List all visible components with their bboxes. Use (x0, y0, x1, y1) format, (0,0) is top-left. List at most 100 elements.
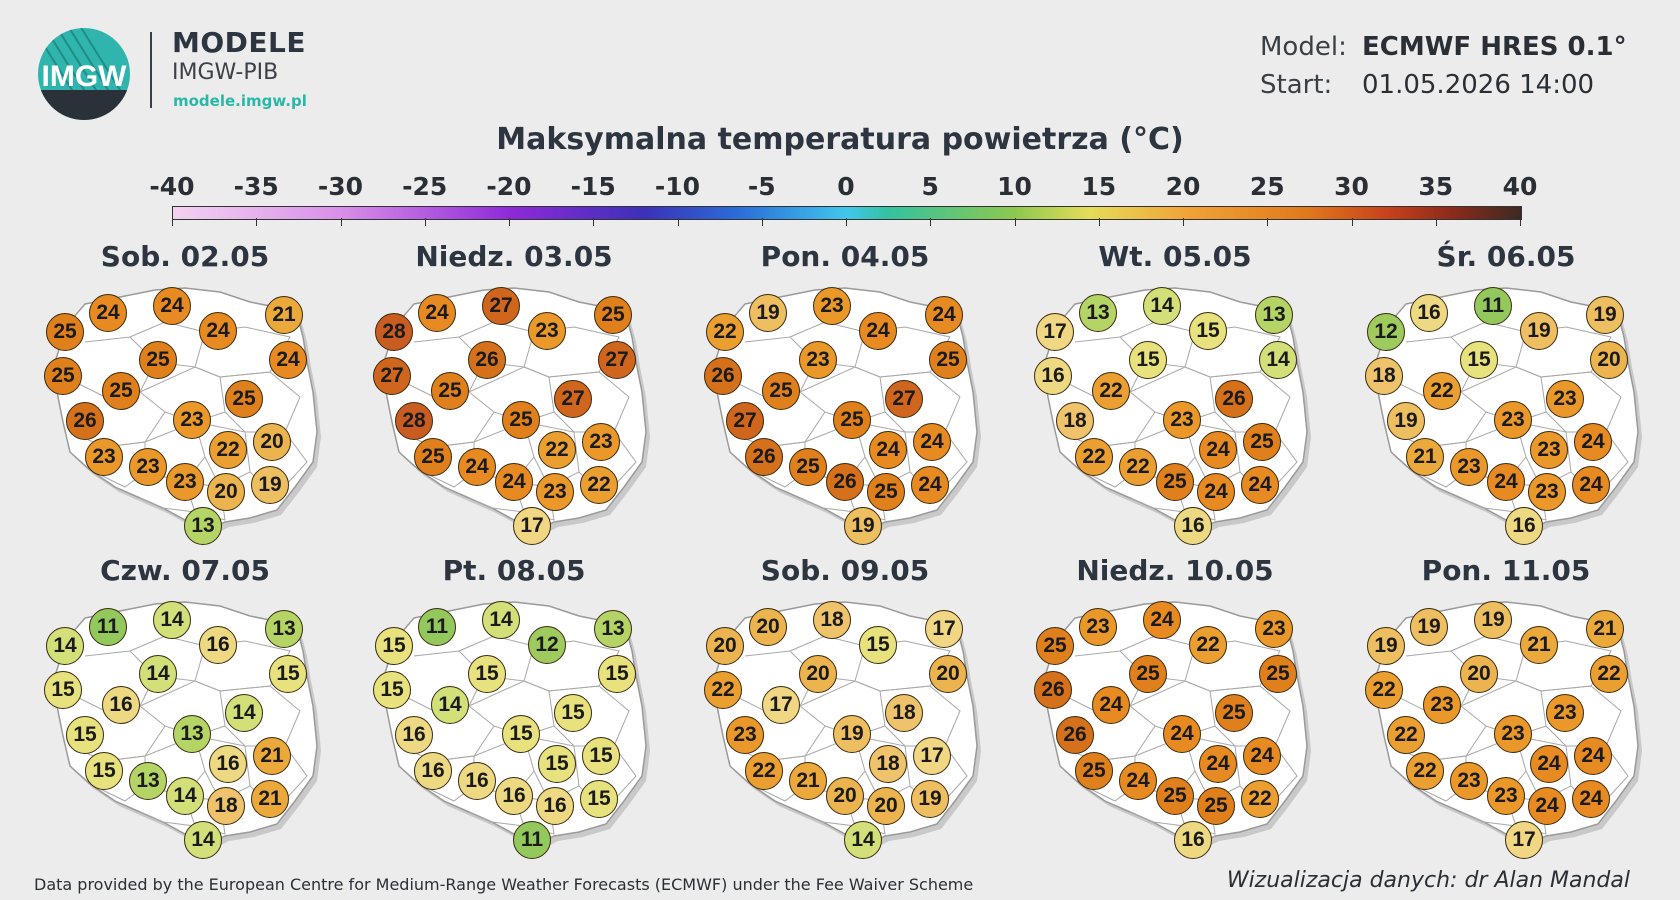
temperature-marker: 26 (1056, 716, 1094, 754)
temperature-marker: 15 (859, 626, 897, 664)
temperature-marker: 23 (536, 473, 574, 511)
temperature-marker: 26 (745, 438, 783, 476)
temperature-marker: 16 (199, 626, 237, 664)
temperature-marker: 15 (373, 671, 411, 709)
temperature-marker: 15 (1460, 341, 1498, 379)
color-scale-tick (340, 218, 342, 226)
temperature-marker: 23 (1163, 401, 1201, 439)
color-scale-label: -30 (317, 172, 364, 201)
temperature-marker: 27 (726, 402, 764, 440)
temperature-marker: 14 (184, 821, 222, 859)
model-value: ECMWF HRES 0.1° (1362, 32, 1627, 62)
temperature-marker: 19 (1387, 402, 1425, 440)
temperature-marker: 14 (844, 821, 882, 859)
temperature-marker: 25 (762, 372, 800, 410)
temperature-marker: 20 (706, 627, 744, 665)
temperature-marker: 25 (44, 357, 82, 395)
color-scale-tick (1351, 218, 1353, 226)
temperature-marker: 22 (1423, 372, 1461, 410)
temperature-marker: 22 (1365, 671, 1403, 709)
temperature-marker: 16 (495, 777, 533, 815)
province-border (548, 371, 630, 433)
temperature-marker: 16 (1505, 507, 1543, 545)
temperature-marker: 23 (1546, 694, 1584, 732)
temperature-marker: 23 (1255, 610, 1293, 648)
color-scale-tick (761, 218, 763, 226)
temperature-marker: 23 (582, 423, 620, 461)
temperature-marker: 15 (85, 752, 123, 790)
temperature-marker: 14 (1143, 287, 1181, 325)
temperature-marker: 24 (418, 294, 456, 332)
color-scale-label: -25 (402, 172, 448, 201)
temperature-marker: 22 (704, 671, 742, 709)
temperature-marker: 21 (1520, 626, 1558, 664)
temperature-marker: 22 (538, 431, 576, 469)
temperature-marker: 24 (1574, 737, 1612, 775)
temperature-marker: 20 (826, 777, 864, 815)
temperature-marker: 25 (1215, 694, 1253, 732)
temperature-marker: 16 (102, 686, 140, 724)
color-scale-label: 10 (997, 172, 1032, 201)
temperature-marker: 27 (598, 341, 636, 379)
temperature-marker: 15 (468, 655, 506, 693)
temperature-marker: 24 (89, 294, 127, 332)
temperature-marker: 26 (826, 463, 864, 501)
temperature-marker: 12 (528, 626, 566, 664)
data-credit: Data provided by the European Centre for… (34, 875, 974, 894)
temperature-marker: 22 (745, 752, 783, 790)
temperature-marker: 23 (1546, 380, 1584, 418)
province-border (1540, 685, 1622, 747)
temperature-marker: 25 (225, 380, 263, 418)
temperature-marker: 13 (129, 762, 167, 800)
temperature-marker: 20 (867, 787, 905, 825)
visualization-author: Wizualizacja danych: dr Alan Mandal (1226, 868, 1630, 893)
temperature-marker: 21 (251, 780, 289, 818)
temperature-marker: 24 (1572, 466, 1610, 504)
color-scale-tick (930, 218, 932, 226)
color-scale-bar (172, 206, 1522, 220)
province-border (219, 685, 301, 747)
temperature-marker: 23 (1494, 715, 1532, 753)
temperature-marker: 23 (1079, 608, 1117, 646)
brand-url-link[interactable]: modele.imgw.pl (173, 92, 307, 110)
temperature-marker: 15 (598, 655, 636, 693)
temperature-marker: 15 (538, 745, 576, 783)
temperature-marker: 24 (1528, 787, 1566, 825)
temperature-marker: 15 (580, 780, 618, 818)
temperature-marker: 24 (199, 312, 237, 350)
temperature-marker: 23 (173, 401, 211, 439)
temperature-marker: 24 (1143, 601, 1181, 639)
temperature-marker: 23 (1423, 686, 1461, 724)
temperature-marker: 24 (1530, 745, 1568, 783)
temperature-marker: 25 (789, 448, 827, 486)
temperature-marker: 19 (251, 466, 289, 504)
temperature-marker: 17 (762, 686, 800, 724)
color-scale-label: 30 (1334, 172, 1369, 201)
temperature-marker: 15 (44, 671, 82, 709)
temperature-marker: 25 (139, 341, 177, 379)
temperature-marker: 20 (207, 473, 245, 511)
temperature-marker: 17 (913, 737, 951, 775)
temperature-marker: 16 (1174, 821, 1212, 859)
temperature-marker: 23 (166, 463, 204, 501)
temperature-marker: 24 (913, 423, 951, 461)
color-scale-tick (1520, 218, 1521, 226)
temperature-marker: 14 (1259, 341, 1297, 379)
temperature-marker: 14 (139, 655, 177, 693)
temperature-marker: 24 (1199, 431, 1237, 469)
color-scale-tick (593, 218, 595, 226)
temperature-marker: 22 (1241, 780, 1279, 818)
temperature-marker: 24 (1243, 737, 1281, 775)
province-border (219, 371, 301, 433)
temperature-marker: 25 (929, 341, 967, 379)
temperature-marker: 15 (269, 655, 307, 693)
temperature-marker: 17 (925, 610, 963, 648)
temperature-marker: 13 (173, 715, 211, 753)
brand-separator (150, 32, 152, 108)
temperature-marker: 22 (1406, 752, 1444, 790)
temperature-marker: 25 (594, 296, 632, 334)
temperature-marker: 16 (536, 787, 574, 825)
temperature-marker: 23 (85, 438, 123, 476)
temperature-marker: 18 (207, 787, 245, 825)
province-border (403, 336, 485, 398)
